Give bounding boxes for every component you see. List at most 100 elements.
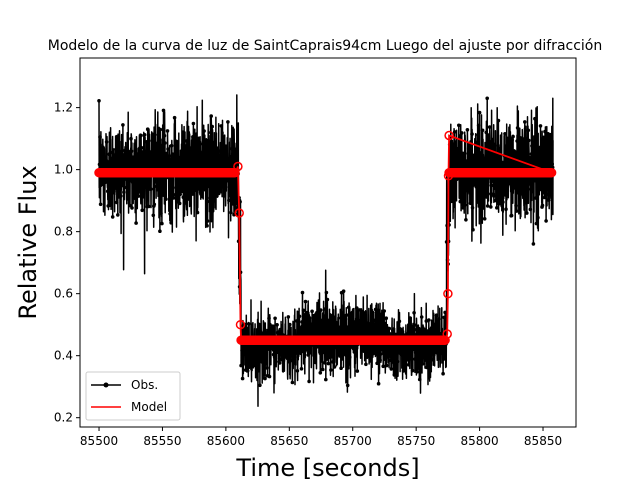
obs-point — [162, 133, 167, 138]
y-axis-label: Relative Flux — [14, 165, 42, 319]
obs-point — [533, 116, 537, 121]
obs-point — [293, 355, 297, 359]
obs-point — [173, 192, 178, 197]
obs-point — [457, 123, 461, 128]
obs-point — [144, 149, 148, 154]
obs-point — [482, 217, 487, 221]
obs-point — [331, 360, 335, 364]
obs-point — [409, 354, 414, 358]
obs-point — [514, 209, 519, 213]
obs-point — [370, 310, 375, 315]
obs-point — [464, 218, 468, 222]
obs-point — [126, 197, 130, 201]
obs-point — [362, 325, 366, 329]
obs-point — [504, 207, 508, 211]
obs-point — [140, 208, 144, 213]
obs-point — [311, 321, 316, 326]
obs-point — [135, 152, 139, 157]
obs-point — [121, 163, 126, 167]
obs-point — [324, 290, 329, 295]
obs-point — [150, 139, 155, 143]
obs-point — [167, 154, 172, 158]
obs-point — [519, 177, 523, 181]
obs-point — [138, 180, 143, 184]
x-tick-label: 85800 — [460, 434, 498, 448]
obs-point — [131, 155, 135, 159]
obs-point — [364, 362, 368, 367]
obs-point — [334, 320, 338, 325]
obs-point — [521, 137, 525, 141]
x-tick-label: 85850 — [524, 434, 562, 448]
obs-point — [189, 152, 194, 156]
model-point — [440, 335, 450, 345]
obs-point — [415, 369, 420, 374]
obs-point — [205, 224, 209, 228]
obs-point — [485, 204, 490, 208]
obs-point — [514, 203, 518, 208]
model-point — [546, 167, 557, 178]
obs-point — [301, 308, 306, 313]
obs-point — [427, 354, 432, 358]
obs-point — [116, 213, 120, 217]
obs-point — [188, 146, 193, 150]
obs-point — [224, 144, 228, 148]
obs-point — [229, 210, 233, 215]
obs-point — [110, 177, 114, 182]
obs-point — [290, 380, 295, 385]
obs-point — [198, 150, 202, 155]
obs-point — [124, 185, 129, 190]
obs-point — [122, 160, 127, 164]
obs-point — [171, 196, 176, 200]
obs-point — [466, 146, 471, 151]
obs-point — [209, 114, 213, 118]
obs-point — [270, 346, 274, 351]
obs-point — [275, 323, 279, 327]
obs-point — [376, 381, 381, 386]
obs-point — [123, 148, 127, 153]
obs-point — [475, 152, 480, 157]
obs-point — [174, 148, 178, 152]
obs-point — [158, 127, 163, 132]
obs-point — [405, 345, 409, 350]
obs-point — [195, 210, 200, 215]
obs-point — [383, 355, 388, 360]
obs-point — [353, 348, 357, 353]
obs-point — [130, 180, 135, 184]
obs-point — [129, 136, 133, 141]
obs-point — [303, 299, 308, 304]
obs-point — [142, 182, 146, 187]
obs-point — [541, 135, 546, 140]
obs-point — [510, 138, 514, 142]
obs-point — [220, 154, 224, 158]
obs-point — [500, 160, 505, 165]
obs-point — [255, 352, 260, 357]
obs-point — [507, 143, 511, 147]
obs-point — [308, 351, 313, 355]
obs-point — [265, 366, 269, 370]
obs-line — [98, 94, 554, 407]
obs-point — [154, 156, 158, 161]
x-tick-label: 85650 — [270, 434, 308, 448]
obs-point — [119, 194, 123, 198]
obs-point — [344, 313, 349, 317]
obs-point — [432, 353, 436, 357]
obs-point — [453, 164, 458, 168]
obs-point — [399, 352, 403, 356]
obs-point — [397, 319, 402, 324]
obs-point — [318, 329, 322, 333]
obs-point — [212, 199, 216, 203]
model-point — [444, 130, 454, 141]
obs-point — [118, 149, 122, 154]
obs-point — [160, 191, 165, 195]
obs-point — [342, 320, 347, 325]
obs-point — [494, 155, 499, 159]
obs-point — [511, 134, 515, 139]
obs-point — [157, 184, 161, 188]
obs-point — [513, 153, 517, 157]
obs-point — [465, 188, 469, 193]
obs-point — [295, 319, 299, 323]
obs-point — [499, 178, 503, 183]
obs-point — [423, 348, 428, 353]
obs-point — [217, 180, 222, 184]
obs-point — [235, 157, 239, 162]
